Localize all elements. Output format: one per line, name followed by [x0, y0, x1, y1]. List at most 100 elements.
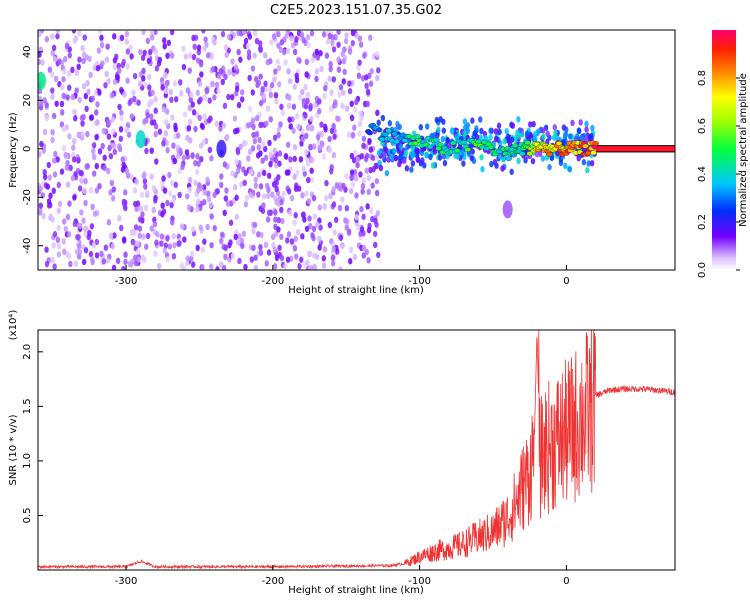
heatmap-cell: [361, 142, 366, 149]
heatmap-cell: [261, 193, 267, 200]
heatmap-cell: [277, 244, 282, 252]
heatmap-cell: [196, 160, 201, 167]
heatmap-cell: [199, 71, 204, 78]
heatmap-cell: [288, 35, 294, 42]
heatmap-cell: [341, 182, 346, 190]
heatmap-cell: [356, 224, 361, 231]
heatmap-cell: [311, 225, 317, 233]
heatmap-cell: [321, 255, 327, 262]
heatmap-cell: [262, 169, 267, 177]
heatmap-cell: [349, 169, 355, 176]
heatmap-cell: [344, 32, 349, 39]
heatmap-cell: [190, 152, 195, 159]
heatmap-cell: [567, 133, 573, 140]
heatmap-cell: [344, 224, 349, 231]
heatmap-cell: [239, 237, 245, 245]
heatmap-cell: [67, 133, 72, 140]
heatmap-cell: [94, 252, 100, 259]
heatmap-cell: [359, 114, 364, 122]
heatmap-cell: [103, 244, 109, 251]
heatmap-cell: [132, 72, 138, 80]
heatmap-cell: [50, 93, 55, 100]
heatmap-cell: [112, 33, 117, 40]
heatmap-cell: [40, 59, 45, 66]
heatmap-cell: [190, 101, 196, 108]
heatmap-cell: [273, 209, 278, 216]
heatmap-cell: [161, 208, 167, 215]
heatmap-cell: [67, 52, 72, 59]
heatmap-cell: [161, 175, 166, 182]
heatmap-cell: [232, 184, 238, 191]
heatmap-cell: [317, 98, 322, 105]
heatmap-cell: [256, 144, 261, 151]
heatmap-cell: [370, 215, 375, 223]
heatmap-cell: [276, 42, 281, 49]
heatmap-cell: [225, 200, 231, 207]
heatmap-cell: [85, 130, 90, 138]
heatmap-cell: [100, 60, 105, 67]
heatmap-cell: [305, 91, 311, 99]
heatmap-cell: [402, 157, 407, 165]
heatmap-cell: [294, 35, 299, 43]
heatmap-cell: [263, 145, 268, 153]
heatmap-cell: [139, 191, 145, 199]
heatmap-cell: [303, 103, 309, 110]
heatmap-cell: [270, 233, 276, 241]
heatmap-cell: [152, 119, 157, 126]
heatmap-cell: [96, 47, 102, 54]
heatmap-cell: [112, 232, 117, 239]
heatmap-cell: [369, 68, 374, 75]
heatmap-cell: [327, 221, 333, 229]
heatmap-cell: [169, 201, 174, 209]
heatmap-cell: [369, 207, 374, 214]
heatmap-cell: [77, 185, 83, 192]
heatmap-cell: [167, 171, 172, 179]
heatmap-ridge-cell: [414, 134, 421, 139]
heatmap-cell: [248, 191, 254, 199]
heatmap-cell: [159, 240, 164, 247]
heatmap-cell: [368, 146, 373, 153]
heatmap-cell: [147, 101, 152, 108]
heatmap-cell: [209, 53, 215, 60]
heatmap-cell: [226, 93, 231, 101]
heatmap-cell: [123, 204, 128, 212]
heatmap-cell: [263, 154, 269, 162]
heatmap-cell: [276, 226, 281, 233]
heatmap-cell: [318, 224, 323, 231]
heatmap-cell: [135, 240, 140, 247]
heatmap-cell: [327, 32, 333, 40]
colorbar-tick-label: 0.2: [697, 214, 708, 230]
heatmap-cell: [207, 97, 212, 104]
heatmap-cell: [315, 54, 321, 61]
heatmap-cell: [308, 264, 313, 270]
heatmap-cell: [230, 253, 236, 260]
top-y-tick-label: -20: [22, 189, 33, 205]
heatmap-cell: [319, 121, 324, 128]
heatmap-cell: [255, 115, 260, 122]
heatmap-cell: [42, 128, 48, 136]
heatmap-cell: [125, 48, 131, 55]
heatmap-cell: [198, 224, 203, 231]
heatmap-cell: [190, 250, 195, 257]
heatmap-cell: [292, 245, 298, 252]
heatmap-cell: [314, 68, 320, 75]
heatmap-cell: [537, 150, 543, 158]
heatmap-cell: [166, 39, 172, 47]
heatmap-cell: [414, 147, 419, 154]
heatmap-cell: [198, 96, 203, 103]
heatmap-cell: [265, 192, 271, 200]
bottom-y-tick-label: 2.0: [22, 344, 33, 360]
heatmap-cell: [528, 121, 533, 128]
heatmap-cell: [42, 97, 47, 104]
heatmap-cell: [180, 163, 185, 171]
heatmap-cell: [283, 262, 288, 270]
heatmap-cell: [232, 115, 238, 122]
heatmap-ridge-cell: [366, 130, 373, 136]
heatmap-cell: [227, 68, 232, 76]
heatmap-cell: [202, 199, 207, 206]
heatmap-cell: [309, 176, 315, 184]
heatmap-cell: [540, 155, 546, 162]
heatmap-cell: [132, 95, 137, 103]
bottom-x-tick-label: -300: [115, 576, 138, 587]
